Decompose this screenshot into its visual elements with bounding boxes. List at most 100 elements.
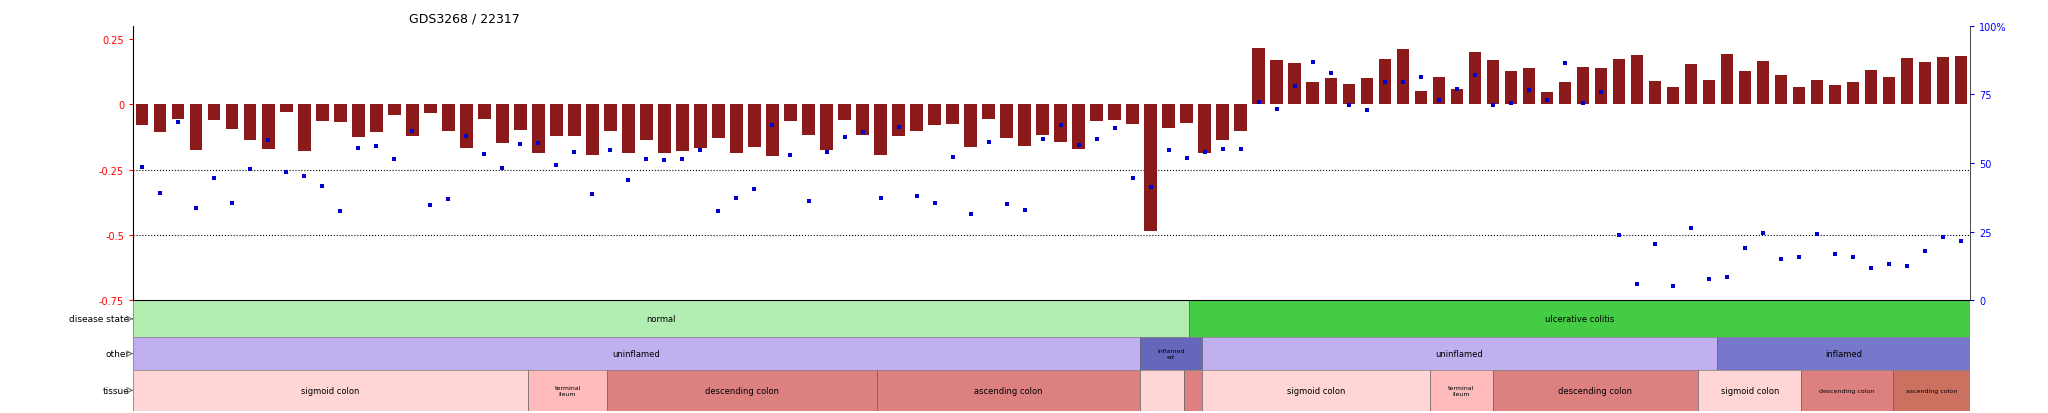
Bar xyxy=(586,105,598,155)
Text: terminal
ileum: terminal ileum xyxy=(555,385,582,396)
Point xyxy=(180,205,213,211)
Point xyxy=(125,165,158,171)
Point xyxy=(1927,234,1960,241)
Point xyxy=(846,129,879,135)
Text: sigmoid colon: sigmoid colon xyxy=(1720,386,1780,395)
Point xyxy=(1169,155,1202,161)
Point xyxy=(702,208,735,214)
Point xyxy=(883,124,915,131)
Bar xyxy=(297,105,311,152)
Bar xyxy=(532,105,545,153)
Point xyxy=(1333,102,1366,109)
Text: ulcerative colitis: ulcerative colitis xyxy=(1544,315,1614,323)
Point xyxy=(1188,150,1221,156)
Point xyxy=(1692,276,1724,283)
Bar xyxy=(641,105,653,141)
Bar xyxy=(1450,90,1462,105)
Point xyxy=(1675,225,1708,232)
Bar xyxy=(766,105,778,157)
Point xyxy=(305,183,338,190)
Bar xyxy=(676,105,688,152)
Bar xyxy=(1468,53,1481,105)
Bar xyxy=(731,105,743,154)
Point xyxy=(1026,137,1059,143)
Point xyxy=(1567,101,1599,107)
Point xyxy=(811,150,844,157)
Bar xyxy=(1630,56,1642,105)
Bar xyxy=(133,301,1190,338)
Bar xyxy=(1141,370,1184,411)
Bar xyxy=(1829,85,1841,105)
Point xyxy=(541,162,573,169)
Point xyxy=(1638,242,1671,248)
Bar xyxy=(207,105,221,120)
Bar xyxy=(838,105,850,121)
Bar xyxy=(551,105,563,137)
Point xyxy=(414,202,446,209)
Bar xyxy=(1343,85,1356,105)
Point xyxy=(1116,176,1149,182)
Point xyxy=(342,146,375,152)
Bar xyxy=(623,105,635,154)
Bar xyxy=(604,105,616,132)
Point xyxy=(1710,274,1743,280)
Point xyxy=(936,155,969,161)
Point xyxy=(1855,265,1888,272)
Bar xyxy=(1184,370,1202,411)
Text: inflamed
ed: inflamed ed xyxy=(1157,349,1186,359)
Bar xyxy=(1882,78,1896,105)
Bar xyxy=(1415,91,1427,105)
Point xyxy=(1278,84,1311,90)
Bar xyxy=(133,338,1141,370)
Point xyxy=(522,141,555,147)
Point xyxy=(451,134,483,140)
Point xyxy=(954,211,987,218)
Bar xyxy=(334,105,346,123)
Bar xyxy=(874,105,887,156)
Bar xyxy=(387,105,401,116)
Bar xyxy=(1937,58,1950,105)
Point xyxy=(684,148,717,154)
Bar xyxy=(1698,370,1800,411)
Point xyxy=(991,202,1024,208)
Point xyxy=(1495,101,1528,107)
Bar xyxy=(371,105,383,133)
Bar xyxy=(315,105,328,122)
Point xyxy=(1513,87,1546,94)
Point xyxy=(1368,79,1401,86)
Bar xyxy=(1018,105,1030,147)
Point xyxy=(1747,230,1780,237)
Point xyxy=(1243,99,1276,106)
Point xyxy=(504,141,537,148)
Bar xyxy=(1505,71,1518,105)
Point xyxy=(1946,238,1978,244)
Bar xyxy=(1288,64,1300,105)
Point xyxy=(215,200,248,207)
Point xyxy=(233,166,266,173)
Bar xyxy=(1892,370,1970,411)
Point xyxy=(1206,147,1239,153)
Bar xyxy=(1190,301,1970,338)
Bar xyxy=(477,105,492,120)
Point xyxy=(1585,89,1618,96)
Point xyxy=(252,138,285,145)
Point xyxy=(1440,87,1473,93)
Point xyxy=(1386,79,1419,86)
Text: descending colon: descending colon xyxy=(705,386,778,395)
Point xyxy=(631,156,664,163)
Bar xyxy=(190,105,203,151)
Point xyxy=(827,135,860,141)
Bar xyxy=(352,105,365,137)
Point xyxy=(289,173,322,180)
Point xyxy=(1890,263,1923,269)
Point xyxy=(1044,123,1077,129)
Bar xyxy=(694,105,707,149)
Bar xyxy=(244,105,256,140)
Bar xyxy=(1720,55,1733,105)
Point xyxy=(199,176,231,182)
Bar xyxy=(133,370,528,411)
Point xyxy=(1800,231,1833,237)
Point xyxy=(1315,71,1348,78)
Bar xyxy=(1559,83,1571,105)
Bar xyxy=(1198,105,1210,154)
